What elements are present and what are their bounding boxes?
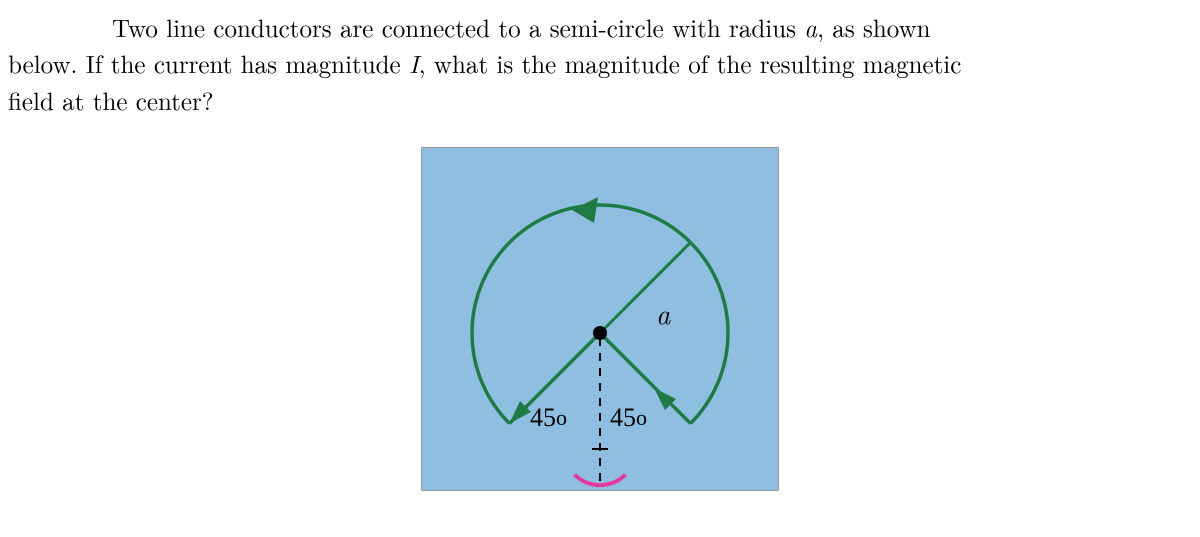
radius-line [600,242,691,333]
figure-container: 45o 45o a [0,147,1200,491]
figure-box: 45o 45o a [421,147,779,491]
angle-right-value: 45 [610,403,636,432]
var-a: a [804,10,817,45]
figure-svg [422,148,778,490]
angle-label-right: 45o [610,403,647,433]
degree-symbol-left: o [556,405,567,430]
degree-symbol-right: o [636,405,647,430]
angle-left-value: 45 [530,403,556,432]
text-l2p1: below. If the current has magnitude [8,46,409,81]
arc-arrow-icon [572,197,598,223]
var-i: I [409,46,419,81]
text-l1p2: , as shown [817,10,930,45]
text-l1p1: Two line conductors are connected to a s… [112,10,804,45]
text-l3: field at the center? [8,83,214,118]
center-dot [593,326,607,340]
angle-label-left: 45o [530,403,567,433]
text-l2p2: , what is the magnitude of the resulting… [419,46,962,81]
radius-label: a [656,293,670,333]
problem-text: Two line conductors are connected to a s… [0,0,1200,119]
